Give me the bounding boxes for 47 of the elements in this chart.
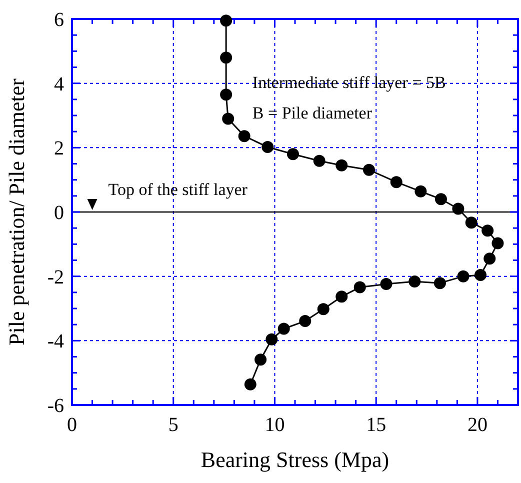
point xyxy=(220,14,232,27)
point xyxy=(244,378,256,390)
point xyxy=(482,224,494,237)
point xyxy=(354,281,366,294)
point xyxy=(457,270,470,282)
point xyxy=(408,275,421,288)
y-tick-label: 0 xyxy=(54,202,64,224)
x-axis-title: Bearing Stress (Mpa) xyxy=(200,447,390,472)
y-tick-label: -4 xyxy=(47,330,64,353)
point xyxy=(286,148,299,160)
point xyxy=(362,164,375,176)
point xyxy=(336,159,348,172)
y-tick-label: 6 xyxy=(54,9,64,31)
point xyxy=(278,322,290,335)
point xyxy=(492,237,504,250)
x-tick-label: 15 xyxy=(366,414,386,436)
point xyxy=(220,88,232,101)
x-tick-label: 5 xyxy=(168,414,178,436)
point xyxy=(254,354,267,366)
point xyxy=(434,277,446,290)
point xyxy=(465,216,478,229)
point xyxy=(390,176,402,188)
annotation: Top of the stiff layer xyxy=(108,180,248,199)
point xyxy=(299,315,312,328)
point xyxy=(414,185,427,198)
y-tick-label: -6 xyxy=(47,395,64,417)
point xyxy=(220,52,232,64)
annotation: B = Pile diameter xyxy=(252,104,372,123)
y-tick-label: -2 xyxy=(47,266,64,288)
point xyxy=(262,141,274,154)
point xyxy=(484,252,496,265)
y-tick-label: 2 xyxy=(54,138,64,160)
y-axis-title: Pile penetration/ Pile diameter xyxy=(4,78,29,346)
point xyxy=(313,154,326,167)
point xyxy=(317,303,330,316)
point xyxy=(452,202,464,215)
point xyxy=(434,193,447,206)
point xyxy=(380,278,392,290)
y-tick-label: 4 xyxy=(54,73,64,96)
point xyxy=(238,130,250,142)
point xyxy=(222,112,234,125)
point xyxy=(336,290,348,303)
point xyxy=(474,269,486,282)
annotation: Intermediate stiff layer = 5B xyxy=(252,73,446,92)
x-tick-label: 10 xyxy=(264,414,285,436)
x-tick-label: 20 xyxy=(467,414,488,436)
point xyxy=(266,333,278,346)
